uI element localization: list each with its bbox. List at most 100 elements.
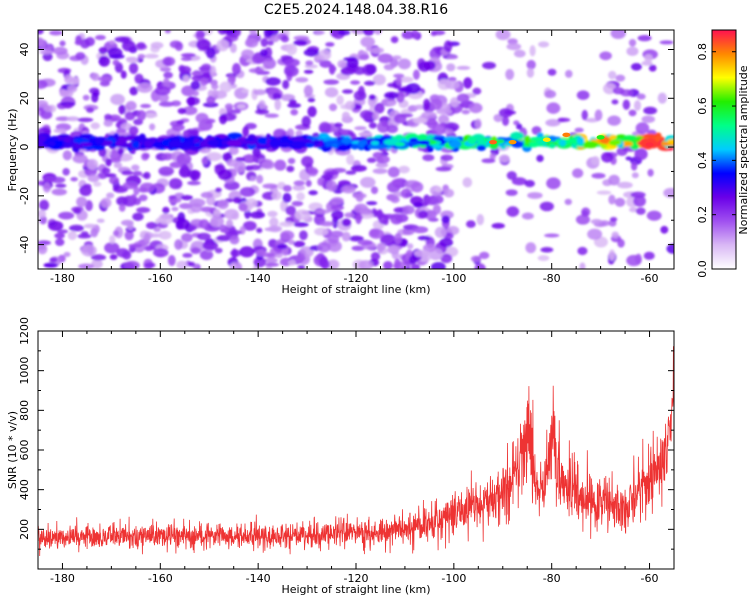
heatmap-speckle — [330, 204, 344, 211]
heatmap-band-cell — [278, 141, 291, 149]
heatmap-speckle — [176, 260, 188, 269]
heatmap-speckle — [181, 194, 193, 201]
heatmap-speckle — [182, 252, 193, 258]
heatmap-speckle — [105, 158, 112, 167]
snr-panel: -180 -160 -140 -120 -100 -80 -60 200 400 600 800 1… — [6, 317, 675, 596]
heatmap-speckle — [331, 210, 344, 220]
heatmap-speckle — [163, 71, 173, 79]
heatmap-speckle — [297, 265, 306, 269]
heatmap-speckle — [422, 243, 436, 253]
heatmap-band-cell — [666, 138, 674, 145]
heatmap-speckle — [608, 194, 616, 205]
heatmap-speckle — [118, 104, 126, 115]
heatmap-speckle — [481, 158, 496, 164]
heatmap-speckle — [607, 115, 621, 126]
heatmap-speckle — [295, 130, 303, 137]
heatmap-speckle — [564, 198, 572, 206]
heatmap-speckle — [54, 232, 65, 239]
snr-y-ticks: 200 400 600 800 1000 1200 — [18, 317, 674, 570]
heatmap-speckle — [158, 101, 175, 107]
heatmap-band-cell — [370, 140, 380, 146]
heatmap-speckle — [171, 100, 182, 107]
heatmap-speckle — [498, 108, 513, 118]
heatmap-hotspot — [508, 139, 517, 145]
heatmap-speckle — [324, 87, 339, 98]
heatmap-speckle — [153, 248, 169, 258]
heatmap-band-cell — [467, 135, 477, 145]
heatmap-speckle — [190, 129, 200, 136]
heatmap-speckle — [255, 109, 270, 115]
heatmap-speckle — [376, 121, 390, 133]
heatmap-speckle — [398, 76, 414, 83]
heatmap-speckle — [585, 117, 599, 123]
heatmap-speckle — [346, 154, 355, 166]
heatmap-speckle — [249, 176, 257, 182]
colorbar-tick-label: 0.6 — [696, 97, 709, 115]
heatmap-speckle — [206, 195, 216, 206]
heatmap-speckle — [245, 122, 257, 130]
heatmap-speckle — [594, 109, 603, 121]
heatmap-speckle — [129, 86, 138, 96]
heatmap-speckle — [124, 230, 134, 241]
heatmap-speckle — [190, 171, 197, 181]
heatmap-speckle — [280, 230, 295, 241]
x-tick-label: -140 — [246, 572, 271, 585]
heatmap-speckle — [75, 52, 86, 60]
heatmap-speckle — [44, 176, 54, 183]
heatmap-speckle — [132, 197, 141, 206]
heatmap-speckle — [318, 121, 332, 134]
heatmap-speckle — [97, 76, 113, 82]
heatmap-speckle — [109, 54, 125, 60]
heatmap-speckle — [38, 30, 44, 35]
heatmap-speckle — [144, 245, 154, 252]
heatmap-speckle — [546, 102, 561, 114]
heatmap-speckle — [609, 217, 618, 222]
heatmap-speckle — [150, 41, 164, 49]
heatmap-speckle — [62, 150, 72, 161]
heatmap-hotspot — [562, 132, 571, 138]
heatmap-speckle — [424, 196, 440, 206]
heatmap-speckle — [390, 196, 400, 204]
x-tick-label: -60 — [641, 572, 659, 585]
y-tick-label: 40 — [18, 43, 31, 57]
heatmap-speckle — [76, 196, 88, 208]
heatmap-speckle — [190, 71, 203, 76]
heatmap-speckle — [659, 40, 674, 45]
snr-series-line — [38, 346, 674, 557]
x-tick-label: -100 — [441, 272, 466, 285]
heatmap-speckle — [209, 65, 217, 78]
heatmap-speckle — [345, 170, 357, 175]
heatmap-speckle — [387, 100, 397, 106]
heatmap-speckle — [80, 231, 89, 236]
heatmap-speckle — [506, 206, 520, 217]
heatmap-speckle — [383, 260, 393, 269]
heatmap-speckle — [617, 181, 633, 189]
heatmap-speckle — [110, 93, 125, 106]
heatmap-speckle — [89, 87, 100, 95]
heatmap-speckle — [136, 82, 153, 93]
heatmap-speckle — [98, 55, 111, 67]
heatmap-speckle — [168, 195, 175, 200]
heatmap-x-ticks: -180 -160 -140 -120 -100 -80 -60 — [37, 30, 675, 285]
heatmap-band-cell — [290, 140, 307, 148]
heatmap-speckle — [124, 111, 136, 121]
heatmap-speckle — [326, 259, 340, 269]
heatmap-speckle — [536, 154, 544, 163]
heatmap-speckle — [96, 218, 105, 223]
heatmap-speckle — [291, 200, 304, 207]
heatmap-band-cell — [394, 142, 406, 147]
colorbar: 0.0 0.2 0.4 0.6 0.8 Normalized spectral ampl… — [696, 29, 750, 278]
heatmap-band-cell — [476, 144, 487, 151]
heatmap-speckle — [502, 116, 510, 126]
heatmap-speckle — [256, 227, 263, 234]
heatmap-speckle — [113, 162, 123, 169]
heatmap-speckle — [48, 220, 64, 231]
heatmap-speckle — [190, 80, 201, 90]
heatmap-speckle — [346, 56, 359, 69]
heatmap-speckle — [90, 254, 107, 261]
heatmap-speckle — [158, 230, 172, 240]
heatmap-speckle — [288, 99, 297, 105]
heatmap-speckle — [461, 109, 470, 115]
heatmap-speckle — [305, 60, 314, 66]
